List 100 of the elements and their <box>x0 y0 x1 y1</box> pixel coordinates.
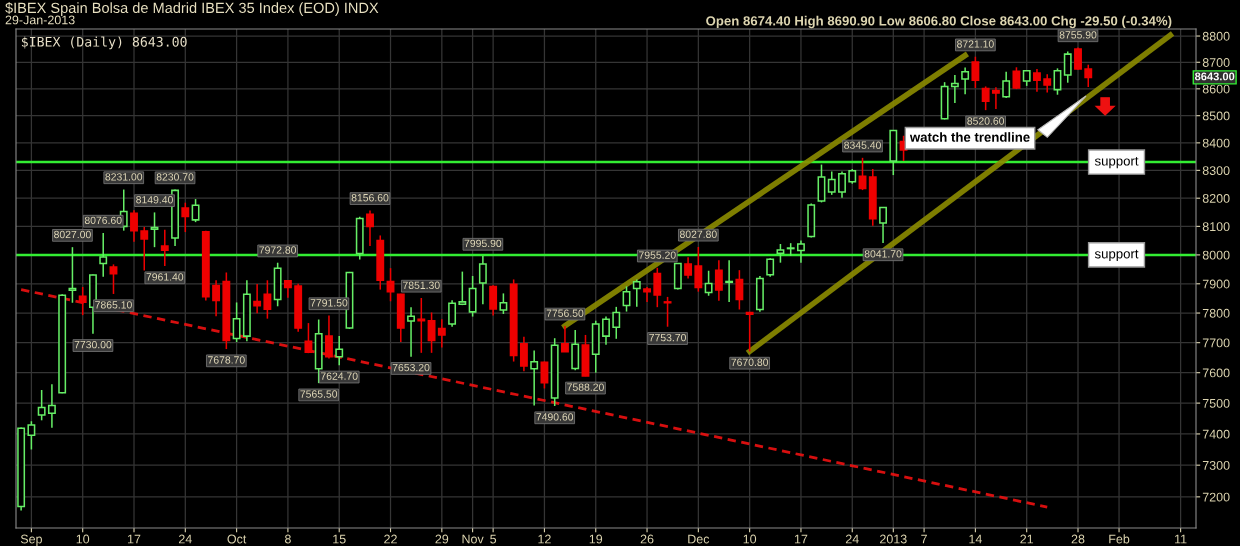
candlestick <box>950 74 959 104</box>
text: 8027.00 <box>54 230 91 239</box>
y-tick-label: 7700 <box>1202 338 1230 348</box>
candlestick <box>99 232 108 278</box>
candlestick <box>68 246 77 304</box>
text: 7670.80 <box>731 358 769 366</box>
candlestick <box>602 315 610 346</box>
y-tick-label: 8700 <box>1202 58 1230 67</box>
chart-title: $IBEX Spain Bolsa de Madrid IBEX 35 Index (EOD) INDX <box>5 2 379 16</box>
text: Open 8674.40 High 8690.90 Low 8606.80 Close 8643.00 Chg -29.50 (-0.34%) <box>706 15 1172 29</box>
candlestick <box>704 269 713 297</box>
x-tick-label: 12 <box>538 534 551 544</box>
candlestick <box>817 163 826 204</box>
candlestick <box>109 263 118 295</box>
ref-line-label: support <box>1094 156 1139 169</box>
candlestick <box>684 256 693 280</box>
candlestick <box>981 85 990 111</box>
candlestick <box>971 55 980 89</box>
candlestick <box>437 318 446 349</box>
y-tick-label: 8100 <box>1202 222 1230 232</box>
candlestick <box>725 259 734 303</box>
candlestick <box>427 311 436 354</box>
y-tick-label: 8600 <box>1202 84 1230 94</box>
text: 7851.30 <box>403 281 440 289</box>
candlestick <box>1084 63 1093 88</box>
candlestick <box>78 286 87 316</box>
x-tick-label: 15 <box>333 534 346 544</box>
candlestick <box>212 279 221 318</box>
text: 8230.70 <box>156 173 194 181</box>
text: 8721.10 <box>957 40 994 48</box>
candlestick <box>140 226 149 272</box>
candlestick <box>407 306 415 358</box>
x-tick-label: 29 <box>435 534 449 544</box>
candlestick <box>632 278 641 308</box>
x-tick-label: Oct <box>227 534 247 544</box>
x-tick-label: 7 <box>921 534 927 544</box>
y-tick-label: 7400 <box>1202 429 1230 439</box>
candlestick <box>858 157 867 191</box>
text: 8076.60 <box>84 216 122 225</box>
text: 7972.80 <box>259 246 297 254</box>
x-tick-label: Dec <box>688 534 710 544</box>
candlestick <box>160 229 169 267</box>
text: 7653.20 <box>392 363 430 372</box>
candlestick <box>253 283 262 315</box>
y-tick-label: 7800 <box>1202 308 1230 318</box>
candlestick <box>540 360 549 390</box>
candlestick <box>766 257 775 278</box>
candlestick <box>1043 73 1052 94</box>
text: 8027.80 <box>679 230 717 238</box>
x-tick-label: Sep <box>20 534 42 546</box>
candlestick <box>643 286 651 303</box>
x-tick-label: 14 <box>969 534 982 544</box>
candlestick <box>263 279 272 320</box>
candlestick <box>417 297 426 354</box>
text: 7565.50 <box>300 390 338 398</box>
y-tick-label: 8000 <box>1202 250 1230 260</box>
text: 8156.60 <box>351 194 389 202</box>
candlestick <box>776 243 785 264</box>
x-tick-label: 19 <box>589 534 603 544</box>
candlestick <box>232 301 241 343</box>
x-tick-label: 8 <box>284 534 291 544</box>
candlestick <box>1033 68 1041 93</box>
chart-subtitle: 29-Jan-2013 <box>5 15 75 25</box>
candlestick <box>961 66 970 95</box>
candlestick <box>519 335 528 372</box>
x-tick-label: 24 <box>845 534 859 544</box>
text: 7756.50 <box>546 309 584 317</box>
candlestick <box>150 211 159 248</box>
text: 7955.20 <box>639 251 676 259</box>
text: 7624.70 <box>320 372 358 380</box>
candlestick <box>561 325 569 353</box>
y-tick-label: 8200 <box>1202 194 1230 203</box>
candlestick <box>335 335 344 367</box>
text: 8345.40 <box>844 141 881 149</box>
candlestick <box>1063 50 1072 84</box>
candlestick <box>745 311 754 353</box>
x-tick-label: 28 <box>1071 534 1085 544</box>
candlestick <box>47 383 56 429</box>
candlestick <box>694 246 703 293</box>
candlestick <box>653 267 662 308</box>
x-tick-label: 11 <box>1175 534 1187 544</box>
candlestick <box>735 269 744 311</box>
x-tick-label: 22 <box>384 534 397 544</box>
y-tick-label: 7500 <box>1202 398 1230 408</box>
candlestick <box>191 198 200 223</box>
text: 7961.40 <box>146 273 184 281</box>
y-tick-label: 7200 <box>1202 492 1230 502</box>
x-tick-label: 10 <box>76 534 90 544</box>
text: 7753.70 <box>649 333 686 342</box>
candlestick <box>448 299 457 328</box>
x-tick-label: 17 <box>128 534 141 544</box>
text: 7995.90 <box>464 239 502 248</box>
candlestick <box>304 322 313 354</box>
candlestick <box>325 314 333 360</box>
candlestick <box>27 420 36 451</box>
text: 8149.40 <box>136 196 173 204</box>
x-tick-label: 2013 <box>880 534 907 544</box>
candlestick <box>530 349 539 407</box>
annotation: watch the trendline <box>909 132 1030 142</box>
candlestick <box>827 170 836 196</box>
